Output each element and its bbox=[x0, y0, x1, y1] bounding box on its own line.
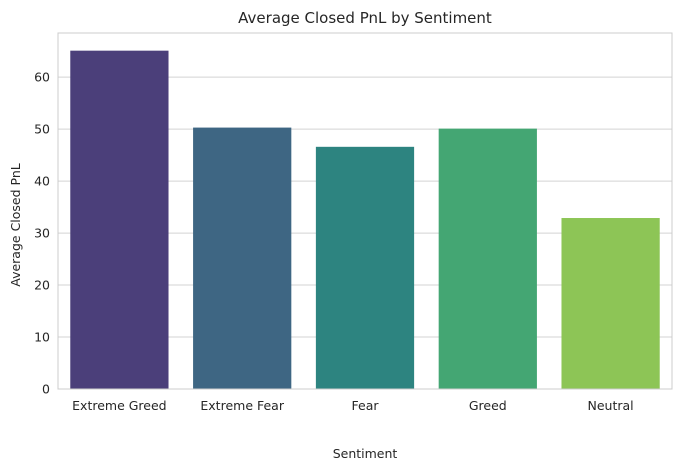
y-tick-label: 10 bbox=[34, 330, 50, 345]
bar-fear bbox=[315, 146, 415, 389]
y-tick-label: 60 bbox=[34, 70, 50, 85]
y-axis-label: Average Closed PnL bbox=[8, 163, 23, 287]
y-tick-label: 0 bbox=[42, 382, 50, 397]
x-tick-labels: Extreme Greed Extreme Fear Fear Greed Neutra… bbox=[72, 398, 634, 413]
x-tick-label: Extreme Greed bbox=[72, 398, 166, 413]
x-tick-label: Greed bbox=[469, 398, 507, 413]
x-tick-label: Extreme Fear bbox=[200, 398, 284, 413]
chart-title: Average Closed PnL by Sentiment bbox=[238, 9, 492, 27]
bar-extreme-fear bbox=[193, 127, 292, 390]
y-tick-label: 30 bbox=[34, 226, 50, 241]
y-tick-labels: 0 10 20 30 40 50 60 bbox=[34, 70, 50, 397]
bar-neutral bbox=[561, 218, 660, 389]
bars bbox=[70, 50, 660, 390]
bar-extreme-greed bbox=[70, 50, 169, 389]
bar-greed bbox=[438, 128, 537, 389]
y-tick-label: 40 bbox=[34, 174, 50, 189]
x-axis-label: Sentiment bbox=[333, 446, 398, 461]
plot-frame bbox=[57, 32, 673, 390]
x-tick-label: Neutral bbox=[588, 398, 634, 413]
x-tick-label: Fear bbox=[352, 398, 380, 413]
y-tick-label: 20 bbox=[34, 278, 50, 293]
y-tick-label: 50 bbox=[34, 122, 50, 137]
